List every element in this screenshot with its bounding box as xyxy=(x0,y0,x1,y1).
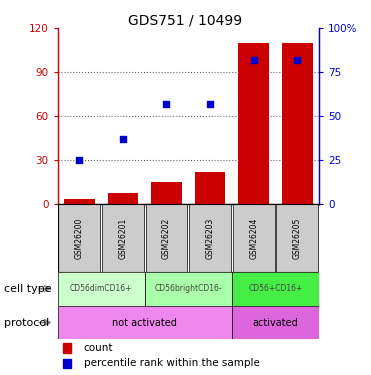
Text: GSM26202: GSM26202 xyxy=(162,217,171,259)
Text: GSM26200: GSM26200 xyxy=(75,217,84,259)
Point xyxy=(207,101,213,107)
Bar xyxy=(145,204,187,272)
Point xyxy=(251,57,257,63)
Text: not activated: not activated xyxy=(112,318,177,327)
Text: CD56dimCD16+: CD56dimCD16+ xyxy=(70,284,132,293)
Point xyxy=(294,57,300,63)
Text: activated: activated xyxy=(253,318,298,327)
Text: GDS751 / 10499: GDS751 / 10499 xyxy=(128,13,243,27)
Bar xyxy=(102,204,144,272)
Bar xyxy=(282,43,312,204)
Bar xyxy=(58,306,232,339)
Point xyxy=(120,136,126,142)
Bar xyxy=(189,204,231,272)
Bar xyxy=(232,272,319,306)
Text: percentile rank within the sample: percentile rank within the sample xyxy=(84,358,260,368)
Point xyxy=(164,101,170,107)
Bar xyxy=(145,272,232,306)
Bar xyxy=(108,193,138,204)
Bar xyxy=(195,172,225,204)
Text: CD56+CD16+: CD56+CD16+ xyxy=(248,284,303,293)
Text: CD56brightCD16-: CD56brightCD16- xyxy=(154,284,222,293)
Text: GSM26203: GSM26203 xyxy=(206,217,214,259)
Bar xyxy=(232,306,319,339)
Bar xyxy=(276,204,318,272)
Bar xyxy=(63,343,71,353)
Bar xyxy=(239,43,269,204)
Point xyxy=(76,158,82,164)
Text: cell type: cell type xyxy=(4,284,51,294)
Bar xyxy=(64,198,95,204)
Text: GSM26204: GSM26204 xyxy=(249,217,258,259)
Bar xyxy=(151,182,182,204)
Text: count: count xyxy=(84,343,113,353)
Bar xyxy=(233,204,275,272)
Text: protocol: protocol xyxy=(4,318,49,327)
Text: GSM26201: GSM26201 xyxy=(118,217,127,259)
Text: GSM26205: GSM26205 xyxy=(293,217,302,259)
Bar xyxy=(63,358,71,368)
Bar xyxy=(58,204,100,272)
Bar xyxy=(58,272,145,306)
